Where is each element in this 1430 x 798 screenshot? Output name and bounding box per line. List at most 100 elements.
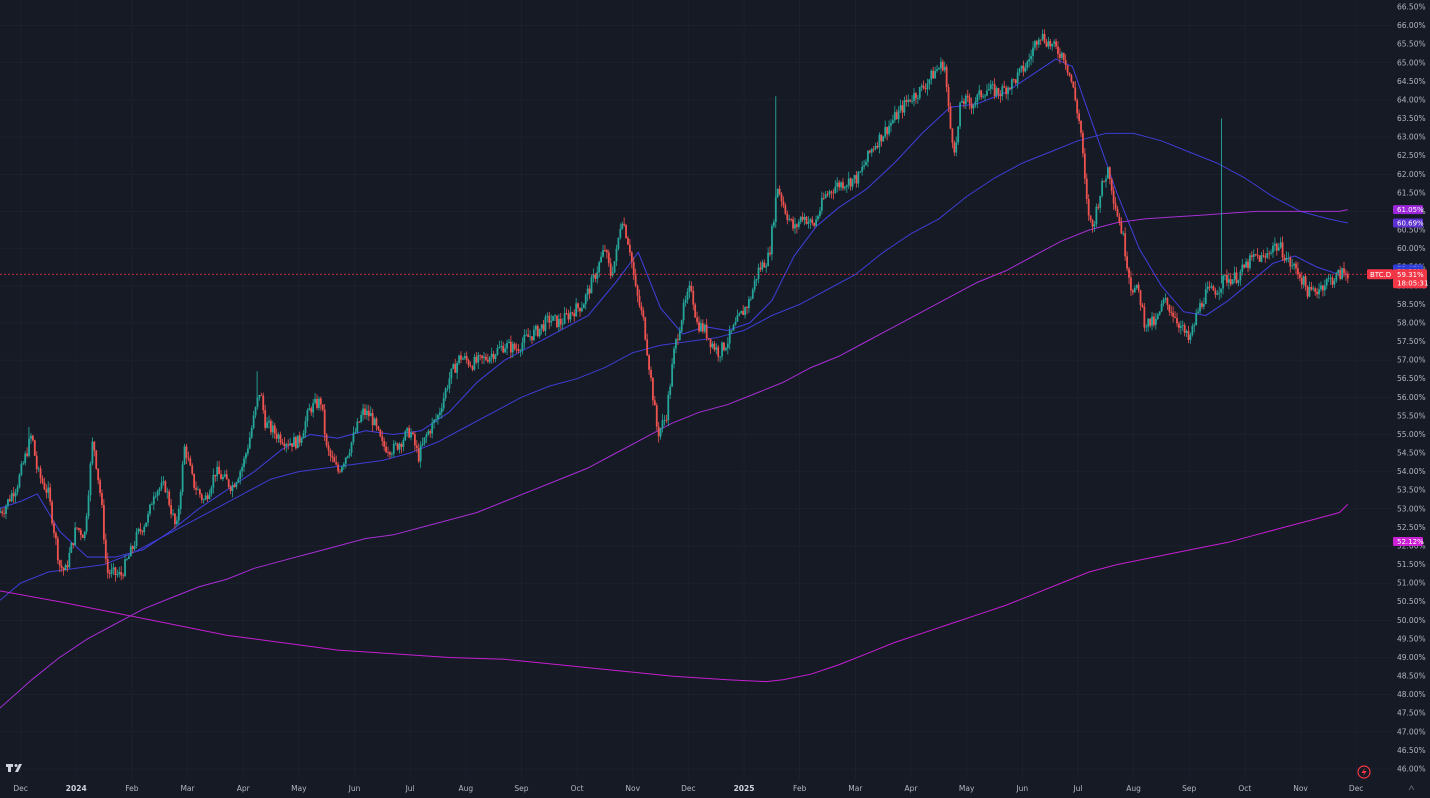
candle-body bbox=[548, 315, 551, 323]
candle-body bbox=[1323, 285, 1326, 291]
candle bbox=[986, 84, 988, 97]
candle bbox=[352, 426, 355, 445]
candle bbox=[461, 356, 464, 360]
candle-body bbox=[158, 488, 161, 492]
candle-body bbox=[684, 300, 687, 303]
candle bbox=[471, 365, 474, 372]
candle bbox=[771, 223, 773, 261]
candle-body bbox=[1266, 253, 1269, 258]
candle-body bbox=[1233, 272, 1236, 280]
candle bbox=[1212, 284, 1215, 291]
candle-body bbox=[838, 182, 841, 188]
candle-body bbox=[110, 569, 113, 574]
candle bbox=[897, 106, 900, 124]
candle-body bbox=[1224, 274, 1226, 276]
candle-body bbox=[151, 504, 153, 506]
candle bbox=[1160, 300, 1163, 313]
candle-body bbox=[1072, 81, 1075, 88]
candle bbox=[1058, 47, 1061, 64]
candle-body bbox=[1185, 330, 1188, 333]
candle bbox=[1009, 87, 1011, 91]
candle-body bbox=[1202, 304, 1205, 307]
time-axis[interactable]: Dec 2024 Feb Mar Apr May Jun Jul Aug Sep Oct Nov Dec… bbox=[13, 784, 1363, 793]
candle-body bbox=[103, 505, 105, 540]
candle-body bbox=[308, 408, 311, 411]
candle bbox=[832, 188, 835, 200]
settings-icon[interactable] bbox=[1408, 785, 1415, 791]
candle-body bbox=[728, 330, 731, 344]
candle-body bbox=[682, 302, 685, 321]
candle-body bbox=[525, 334, 528, 336]
candle-body bbox=[676, 339, 679, 341]
candle-body bbox=[316, 398, 318, 408]
candle bbox=[1047, 36, 1050, 50]
candle bbox=[584, 292, 587, 310]
candle bbox=[546, 312, 549, 323]
candle bbox=[10, 490, 13, 503]
candle bbox=[865, 159, 867, 166]
candle-body bbox=[175, 520, 178, 525]
candle bbox=[101, 489, 103, 508]
candle-body bbox=[97, 468, 100, 481]
candle bbox=[604, 244, 606, 253]
candle-body bbox=[287, 444, 290, 446]
price-axis[interactable]: 66.50% 66.00% 65.50% 65.00% 64.50% 64.00% 63.5… bbox=[1397, 3, 1426, 774]
candle-body bbox=[1022, 65, 1025, 72]
candle bbox=[1078, 109, 1080, 125]
candle-body bbox=[298, 435, 301, 443]
candle bbox=[623, 217, 626, 227]
candle bbox=[210, 485, 213, 497]
candle bbox=[1239, 269, 1242, 286]
candle bbox=[719, 356, 722, 363]
candle-body bbox=[738, 313, 741, 316]
candle bbox=[293, 432, 295, 447]
candle-body bbox=[1220, 288, 1223, 293]
candle-body bbox=[337, 464, 340, 472]
y-tick-label: 48.00% bbox=[1397, 690, 1426, 699]
candle bbox=[438, 407, 441, 419]
candle bbox=[1227, 272, 1230, 290]
candle bbox=[1231, 278, 1234, 285]
candle-body bbox=[485, 356, 487, 360]
candle-body bbox=[604, 250, 606, 251]
candle bbox=[922, 80, 925, 90]
candle-body bbox=[461, 358, 464, 360]
candle-body bbox=[64, 565, 67, 571]
replay-icon[interactable] bbox=[1357, 765, 1371, 779]
candle-body bbox=[964, 95, 967, 104]
candle-body bbox=[352, 432, 355, 443]
candle-body bbox=[390, 453, 393, 455]
candle bbox=[1266, 247, 1269, 259]
price-label-badge: 61.05% bbox=[1393, 205, 1424, 215]
candle bbox=[621, 221, 624, 230]
candle-body bbox=[1178, 323, 1180, 328]
candle bbox=[500, 340, 503, 352]
candle-body bbox=[1053, 41, 1056, 44]
candle-body bbox=[1245, 261, 1248, 268]
tradingview-logo-icon[interactable] bbox=[6, 764, 22, 772]
candle bbox=[788, 214, 791, 222]
candle bbox=[7, 498, 9, 510]
candle bbox=[822, 192, 825, 200]
candle-body bbox=[423, 437, 426, 444]
candle-body bbox=[1197, 311, 1200, 313]
candle-body bbox=[406, 427, 409, 432]
candle-body bbox=[1005, 87, 1008, 95]
candle bbox=[400, 442, 403, 454]
candle bbox=[1181, 320, 1184, 332]
candle-body bbox=[1003, 86, 1006, 88]
candle-body bbox=[834, 186, 837, 193]
candle bbox=[360, 410, 363, 424]
candle bbox=[888, 120, 890, 137]
candle bbox=[579, 307, 581, 317]
candle-body bbox=[748, 299, 750, 309]
candle bbox=[980, 89, 983, 100]
candle-body bbox=[463, 355, 466, 359]
candle-body bbox=[268, 420, 270, 423]
candle bbox=[37, 466, 40, 472]
candle-body bbox=[1176, 317, 1178, 324]
candle-body bbox=[1287, 257, 1290, 259]
candle bbox=[208, 489, 211, 500]
candle-body bbox=[172, 513, 174, 515]
